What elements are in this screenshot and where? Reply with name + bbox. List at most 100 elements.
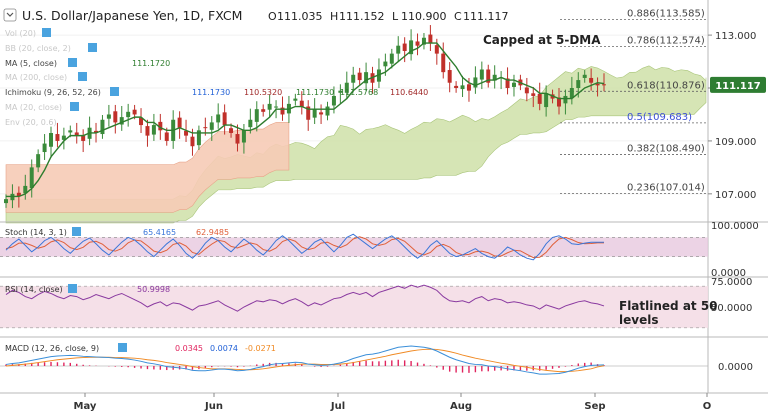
candlestick[interactable]: [389, 48, 394, 69]
candlestick[interactable]: [55, 122, 60, 148]
candlestick[interactable]: [544, 85, 549, 117]
candlestick[interactable]: [209, 116, 214, 141]
candlestick[interactable]: [357, 67, 362, 85]
candle-body: [222, 112, 227, 126]
legend-ma5[interactable]: MA (5, close): [5, 59, 57, 68]
candlestick[interactable]: [74, 122, 79, 144]
candlestick[interactable]: [254, 101, 259, 132]
candlestick[interactable]: [454, 81, 459, 93]
candlestick[interactable]: [61, 127, 66, 150]
symbol-dropdown[interactable]: [3, 8, 17, 22]
candlestick[interactable]: [428, 25, 433, 51]
candlestick[interactable]: [589, 68, 594, 91]
candlestick[interactable]: [139, 108, 144, 133]
candlestick[interactable]: [235, 124, 240, 152]
candlestick[interactable]: [319, 104, 324, 124]
candlestick[interactable]: [29, 159, 34, 198]
candlestick[interactable]: [113, 104, 118, 134]
time-axis[interactable]: May Jun Jul Aug Sep O: [74, 393, 712, 412]
candlestick[interactable]: [511, 74, 516, 97]
candle-body: [415, 41, 420, 46]
eye-icon[interactable]: [78, 72, 87, 81]
candlestick[interactable]: [531, 86, 536, 108]
candlestick[interactable]: [106, 104, 111, 127]
candlestick[interactable]: [216, 103, 221, 129]
candlestick[interactable]: [338, 84, 343, 104]
eye-icon[interactable]: [68, 58, 77, 67]
legend-ichimoku[interactable]: Ichimoku (9, 26, 52, 26): [5, 88, 101, 97]
candlestick[interactable]: [569, 76, 574, 105]
ichimoku-cloud: [5, 65, 707, 224]
candlestick[interactable]: [556, 88, 561, 115]
candlestick[interactable]: [261, 104, 266, 117]
eye-icon[interactable]: [118, 343, 127, 352]
candlestick[interactable]: [126, 103, 131, 127]
candlestick[interactable]: [36, 149, 41, 173]
candlestick[interactable]: [563, 89, 568, 115]
candlestick[interactable]: [49, 126, 54, 158]
candlestick[interactable]: [364, 62, 369, 92]
candle-body: [229, 128, 234, 133]
candle-body: [106, 114, 111, 119]
candlestick[interactable]: [396, 36, 401, 62]
candlestick[interactable]: [479, 61, 484, 90]
candlestick[interactable]: [196, 125, 201, 150]
candlestick[interactable]: [23, 174, 28, 200]
candlestick[interactable]: [486, 64, 491, 88]
candlestick[interactable]: [177, 111, 182, 139]
candlestick[interactable]: [229, 123, 234, 138]
candlestick[interactable]: [222, 104, 227, 135]
candlestick[interactable]: [325, 101, 330, 121]
eye-icon[interactable]: [70, 102, 79, 111]
candlestick[interactable]: [595, 77, 600, 97]
candle-body: [576, 80, 581, 89]
stoch-d-line: [5, 236, 604, 259]
candlestick[interactable]: [100, 114, 105, 139]
eye-icon[interactable]: [42, 28, 51, 37]
legend-ma5-value: 111.1720: [132, 59, 170, 68]
candlestick[interactable]: [415, 33, 420, 56]
candlestick[interactable]: [409, 29, 414, 61]
candlestick[interactable]: [151, 113, 156, 141]
candlestick[interactable]: [524, 77, 529, 102]
candlestick[interactable]: [119, 106, 124, 131]
eye-icon[interactable]: [72, 227, 81, 236]
candlestick[interactable]: [241, 123, 246, 154]
candlestick[interactable]: [312, 98, 317, 124]
legend-ma200[interactable]: MA (200, close): [5, 73, 67, 82]
candlestick[interactable]: [376, 58, 381, 89]
candlestick[interactable]: [267, 94, 272, 118]
candlestick[interactable]: [42, 134, 47, 160]
legend-env[interactable]: Env (20, 0.6): [5, 118, 57, 127]
candlestick[interactable]: [145, 119, 150, 147]
candlestick[interactable]: [492, 65, 497, 89]
candlestick[interactable]: [299, 91, 304, 115]
candlestick[interactable]: [602, 73, 606, 92]
candlestick[interactable]: [344, 71, 349, 100]
candlestick[interactable]: [447, 62, 452, 93]
candlestick[interactable]: [306, 100, 311, 131]
candlestick[interactable]: [537, 82, 542, 111]
candlestick[interactable]: [582, 70, 587, 83]
candlestick[interactable]: [351, 66, 356, 93]
candlestick[interactable]: [293, 93, 298, 106]
ichimoku-values: 111.1730 110.5320 111.1730 111.5768 110.6440: [192, 88, 428, 97]
eye-icon[interactable]: [68, 284, 77, 293]
candlestick[interactable]: [248, 108, 253, 134]
candlestick[interactable]: [460, 75, 465, 98]
candle-body: [351, 74, 356, 83]
eye-icon[interactable]: [88, 43, 97, 52]
candlestick[interactable]: [421, 32, 426, 50]
candlestick[interactable]: [441, 42, 446, 79]
legend-bb[interactable]: BB (20, close, 2): [5, 44, 71, 53]
candlestick[interactable]: [81, 129, 86, 153]
legend-ma20[interactable]: MA (20, close): [5, 103, 62, 112]
candlestick[interactable]: [402, 37, 407, 63]
candlestick[interactable]: [473, 66, 478, 94]
fib-level-label: 0.786(112.574): [627, 35, 705, 46]
stochastic-pane: Stoch (14, 3, 1) 65.4165 62.9485 100.0000 0.…: [0, 221, 759, 279]
eye-icon[interactable]: [110, 87, 119, 96]
candle-body: [531, 93, 536, 96]
candlestick[interactable]: [505, 67, 510, 95]
legend-vol[interactable]: Vol (20): [5, 29, 36, 38]
